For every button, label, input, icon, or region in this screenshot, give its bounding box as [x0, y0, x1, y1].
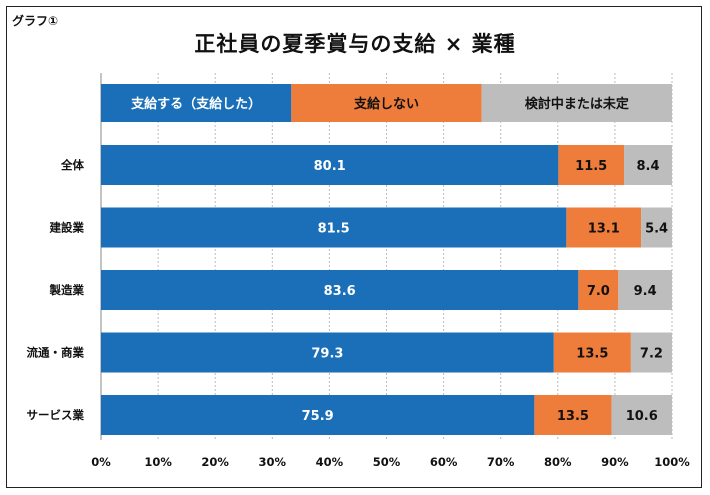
data-label: 7.2 [640, 347, 663, 362]
category-label: サービス業 [27, 408, 85, 422]
x-tick-label: 10% [144, 455, 172, 469]
data-label: 81.5 [318, 222, 350, 237]
bar-segment [101, 332, 554, 373]
bar-segment [553, 332, 631, 373]
data-label: 13.1 [588, 222, 620, 237]
category-label: 製造業 [49, 283, 85, 297]
category-label: 流通・商業 [27, 346, 85, 360]
data-label: 10.6 [626, 409, 658, 424]
data-label: 75.9 [302, 409, 334, 424]
data-label: 80.1 [314, 159, 346, 174]
category-label: 建設業 [50, 221, 85, 235]
x-tick-label: 30% [259, 455, 287, 469]
bar-segment [101, 207, 567, 248]
graph-number-label: グラフ① [12, 14, 59, 28]
x-tick-label: 80% [544, 455, 572, 469]
data-label: 13.5 [557, 409, 589, 424]
category-label: 全体 [60, 158, 84, 172]
x-tick-label: 70% [487, 455, 515, 469]
data-label: 83.6 [324, 284, 356, 299]
bar-segment [624, 145, 672, 185]
bar-segment [101, 145, 559, 185]
legend-label: 支給する（支給した） [130, 96, 261, 112]
data-label: 13.5 [576, 347, 608, 362]
data-label: 9.4 [634, 284, 657, 299]
legend-swatch [291, 84, 482, 122]
bar-segment [534, 395, 612, 435]
data-label: 8.4 [637, 159, 660, 174]
x-tick-label: 0% [91, 455, 111, 469]
legend-label: 検討中または未定 [525, 96, 629, 112]
bar-segment [641, 207, 672, 248]
bar-segment [618, 270, 672, 310]
x-tick-label: 20% [201, 455, 229, 469]
legend-swatch [481, 84, 672, 122]
bar-segment [566, 207, 642, 248]
x-tick-label: 60% [430, 455, 458, 469]
bar-segment [630, 332, 672, 373]
bar-segment [101, 395, 535, 435]
x-tick-label: 90% [601, 455, 629, 469]
data-label: 79.3 [311, 347, 343, 362]
bar-segment [578, 270, 619, 310]
bar-segment [558, 145, 625, 185]
chart-title: 正社員の夏季賞与の支給 × 業種 [194, 32, 516, 56]
bar-segment [611, 395, 672, 435]
data-label: 5.4 [645, 222, 668, 237]
legend-swatch [101, 84, 292, 122]
x-tick-label: 100% [654, 455, 690, 469]
x-tick-label: 40% [316, 455, 344, 469]
legend-label: 支給しない [353, 96, 419, 112]
data-label: 11.5 [575, 159, 607, 174]
data-label: 7.0 [587, 284, 610, 299]
x-tick-label: 50% [373, 455, 401, 469]
bar-segment [101, 270, 579, 310]
